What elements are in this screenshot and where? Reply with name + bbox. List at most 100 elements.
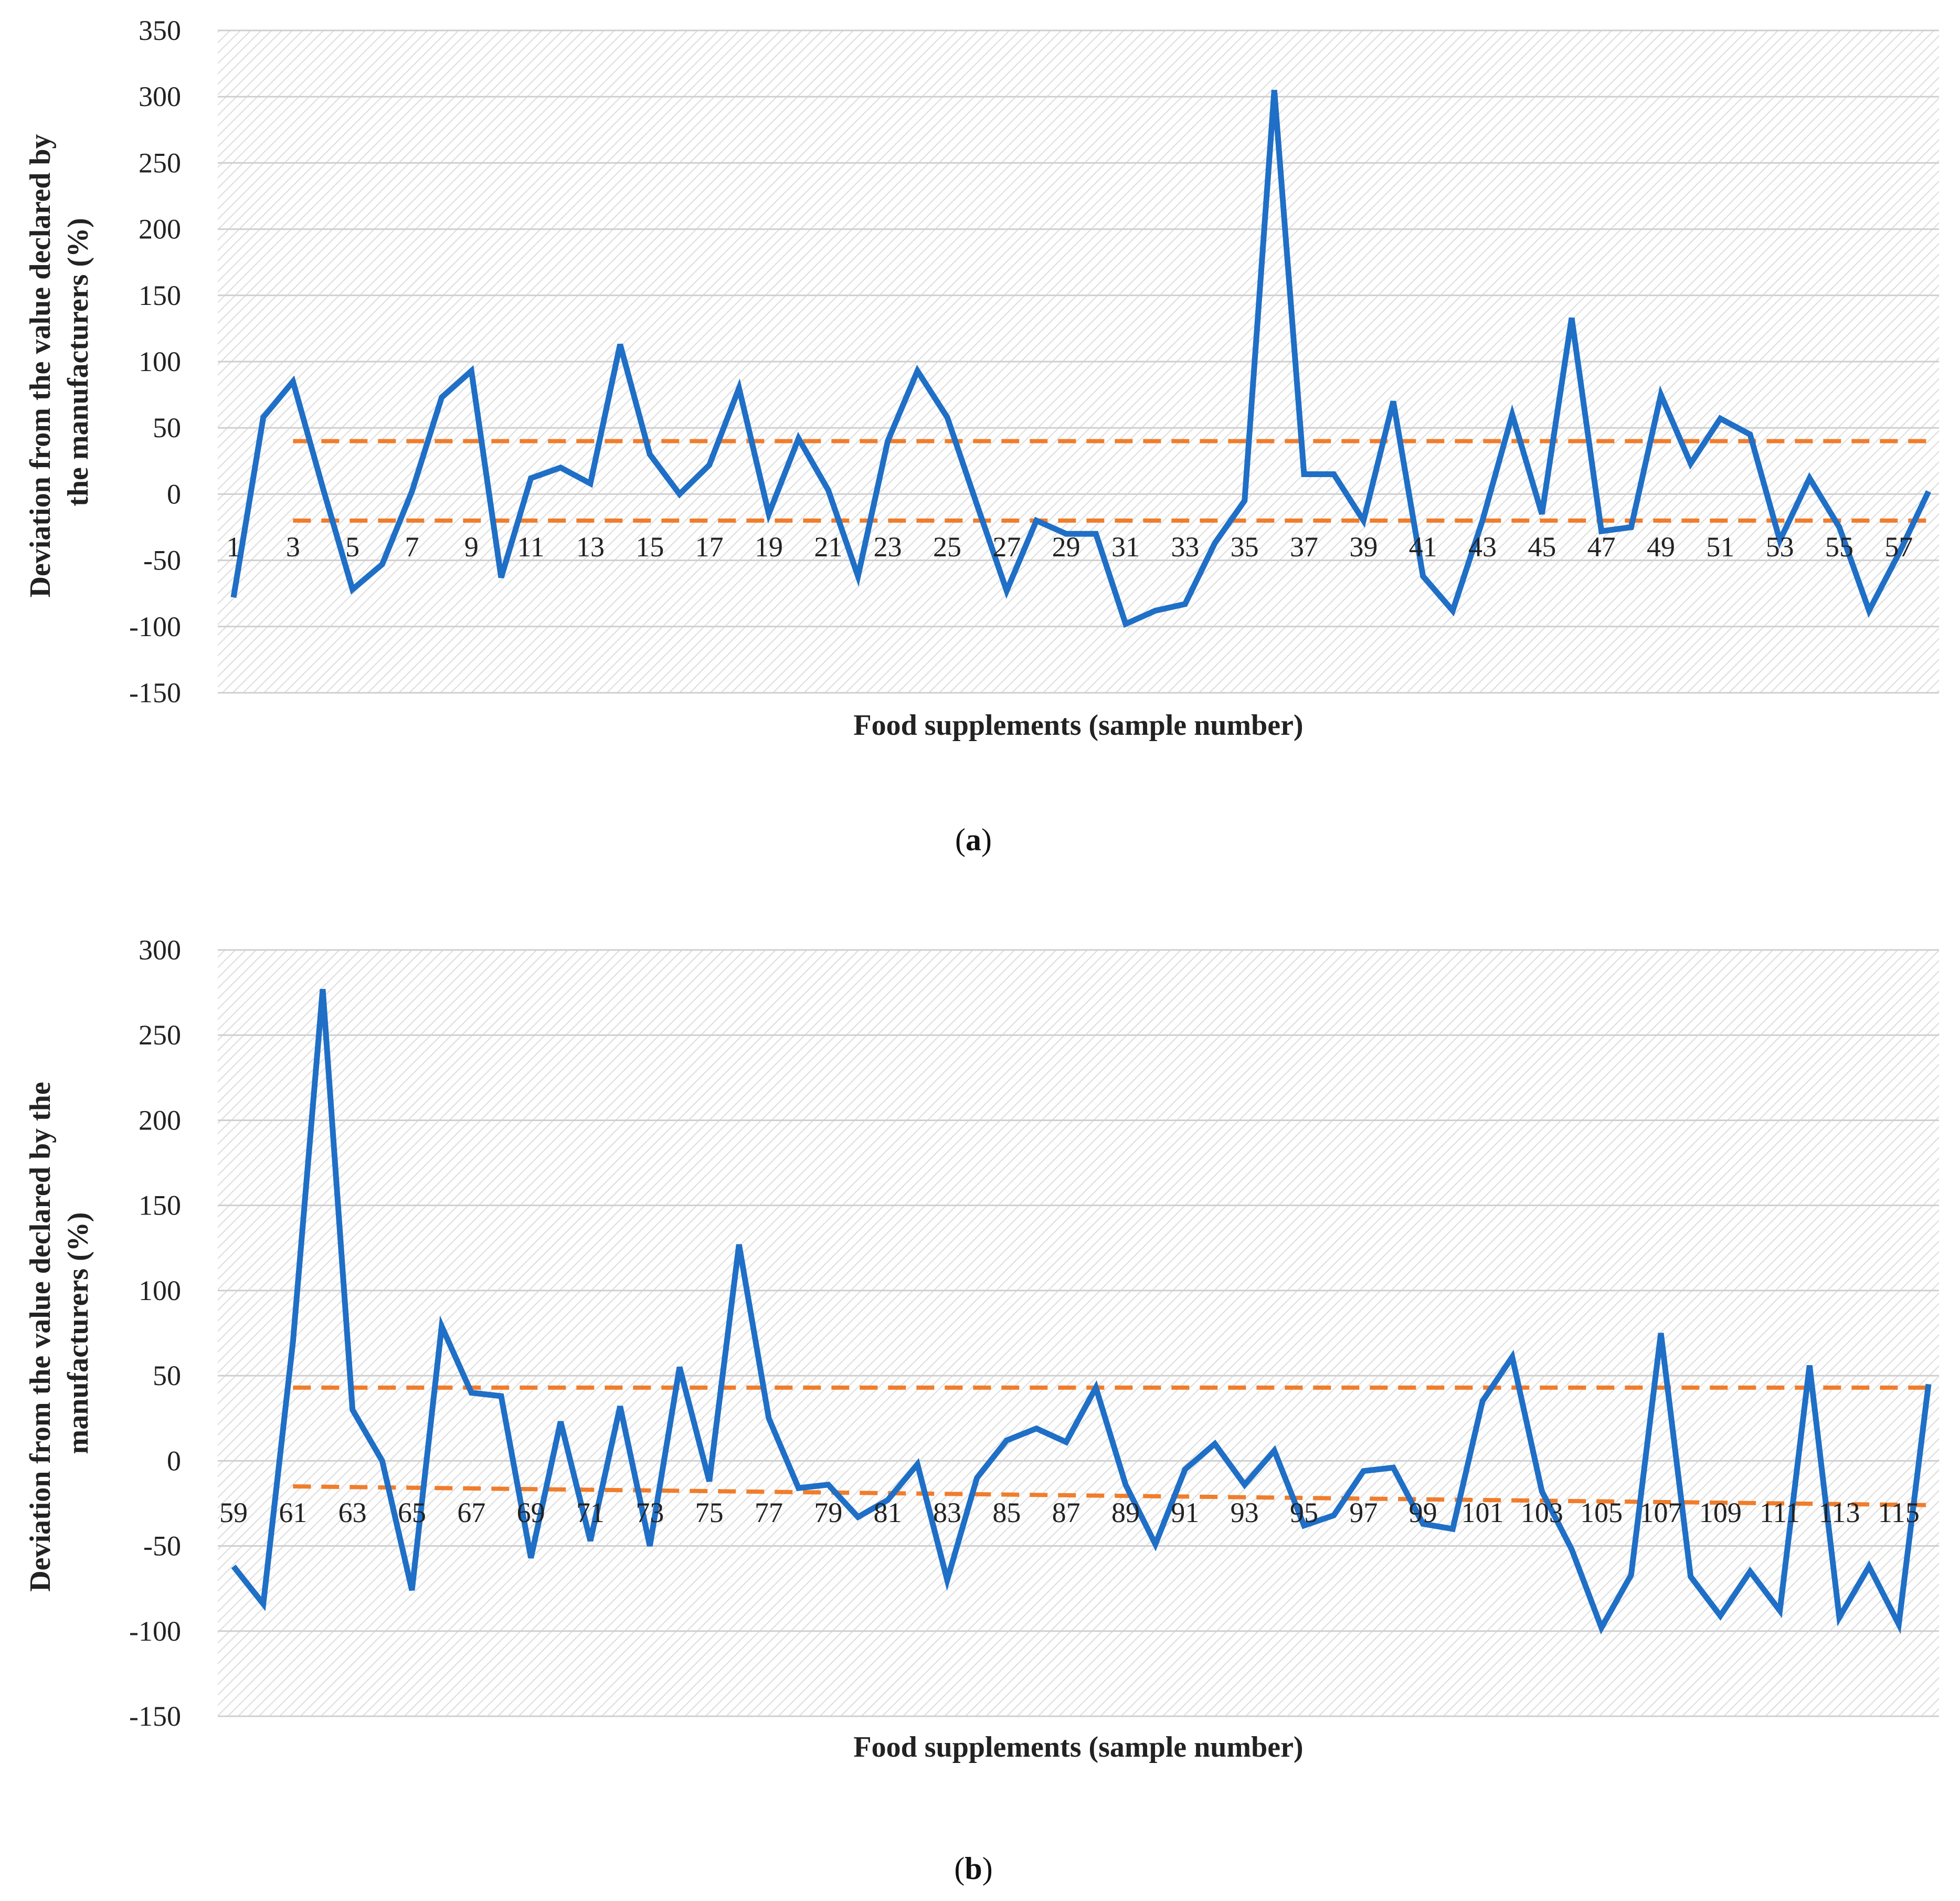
chart-b-x-tick-label: 61 bbox=[279, 1497, 307, 1528]
chart-a-x-tick-label: 9 bbox=[464, 531, 479, 563]
chart-b-x-tick-label: 105 bbox=[1580, 1497, 1623, 1528]
chart-a-x-axis-title: Food supplements (sample number) bbox=[853, 709, 1303, 742]
chart-b-x-tick-label: 113 bbox=[1819, 1497, 1860, 1528]
chart-b-x-tick-label: 95 bbox=[1290, 1497, 1318, 1528]
chart-b-x-tick-label: 115 bbox=[1878, 1497, 1920, 1528]
chart-a-x-tick-label: 45 bbox=[1528, 531, 1556, 563]
chart-b-x-ticks: 59 61 63 65 67 69 71 73 75 77 79 81 83 85 87 89 91 93 95 97… bbox=[219, 1497, 1920, 1528]
chart-b-x-tick-label: 91 bbox=[1171, 1497, 1199, 1528]
chart-b-x-tick-label: 71 bbox=[576, 1497, 605, 1528]
chart-b-x-tick-label: 63 bbox=[338, 1497, 367, 1528]
chart-a-y-tick-label: -150 bbox=[129, 677, 181, 709]
chart-a-x-tick-label: 19 bbox=[755, 531, 783, 563]
chart-b-x-tick-label: 77 bbox=[755, 1497, 783, 1528]
chart-b: 300 250 200 150 100 50 0 -50 -100 -150 59 61 63 65 67… bbox=[24, 934, 1939, 1886]
chart-b-y-axis-title-line-2: manufacturers (%) bbox=[62, 1212, 94, 1454]
chart-a-x-tick-label: 15 bbox=[635, 531, 664, 563]
chart-a-caption: (a) bbox=[955, 822, 992, 857]
chart-b-y-tick-label: -150 bbox=[129, 1701, 181, 1732]
chart-a-x-tick-label: 1 bbox=[227, 531, 241, 563]
chart-b-y-tick-label: -50 bbox=[143, 1530, 181, 1562]
chart-b-y-axis-title-line-1: Deviation from the value declared by the bbox=[24, 1082, 57, 1592]
chart-a-x-tick-label: 21 bbox=[814, 531, 842, 563]
chart-b-y-tick-label: 250 bbox=[139, 1019, 181, 1051]
chart-a-x-tick-label: 41 bbox=[1409, 531, 1437, 563]
chart-a-x-tick-label: 51 bbox=[1706, 531, 1734, 563]
chart-b-x-tick-label: 97 bbox=[1349, 1497, 1378, 1528]
chart-b-y-tick-label: 300 bbox=[139, 934, 181, 966]
chart-b-caption: (b) bbox=[954, 1851, 992, 1886]
chart-a-y-tick-label: -50 bbox=[143, 545, 181, 576]
chart-a-x-tick-label: 11 bbox=[517, 531, 545, 563]
chart-b-x-tick-label: 103 bbox=[1521, 1497, 1563, 1528]
chart-a-x-tick-label: 35 bbox=[1231, 531, 1259, 563]
chart-b-x-tick-label: 65 bbox=[398, 1497, 426, 1528]
chart-a-x-tick-label: 37 bbox=[1290, 531, 1318, 563]
chart-a-series-line bbox=[230, 90, 1931, 628]
chart-b-y-tick-label: 0 bbox=[167, 1445, 181, 1476]
chart-a-y-tick-label: 250 bbox=[139, 147, 181, 178]
chart-a-y-tick-label: -100 bbox=[129, 611, 181, 642]
chart-b-x-tick-label: 111 bbox=[1760, 1497, 1800, 1528]
chart-a-x-tick-label: 31 bbox=[1111, 531, 1140, 563]
chart-b-grid bbox=[218, 949, 1939, 1717]
chart-b-y-tick-label: -100 bbox=[129, 1615, 181, 1647]
chart-b-y-tick-label: 150 bbox=[139, 1190, 181, 1221]
chart-b-x-tick-label: 59 bbox=[219, 1497, 248, 1528]
chart-a-y-tick-label: 50 bbox=[153, 412, 181, 443]
chart-b-y-tick-label: 50 bbox=[153, 1360, 181, 1391]
chart-b-x-tick-label: 73 bbox=[635, 1497, 664, 1528]
chart-a-caption-letter: a bbox=[966, 822, 981, 857]
chart-b-x-tick-label: 93 bbox=[1231, 1497, 1259, 1528]
chart-b-x-tick-label: 79 bbox=[814, 1497, 842, 1528]
chart-a-y-axis-title: Deviation from the value declared by the… bbox=[24, 127, 94, 598]
chart-a-y-tick-label: 350 bbox=[139, 15, 181, 46]
chart-a-x-tick-label: 49 bbox=[1647, 531, 1675, 563]
chart-a-x-ticks: 1 3 5 7 9 11 13 15 17 19 21 23 25 27 29 31 33 35 37 39 41 43 4… bbox=[227, 531, 1913, 563]
chart-a-series bbox=[230, 90, 1931, 628]
chart-a-y-axis-title-line-2: the manufacturers (%) bbox=[62, 218, 94, 506]
chart-b-x-tick-label: 101 bbox=[1461, 1497, 1504, 1528]
chart-b-x-tick-label: 75 bbox=[695, 1497, 724, 1528]
chart-a-x-tick-label: 23 bbox=[874, 531, 902, 563]
chart-a-x-tick-label: 27 bbox=[992, 531, 1021, 563]
chart-a-x-tick-label: 5 bbox=[345, 531, 359, 563]
chart-b-x-axis-title: Food supplements (sample number) bbox=[853, 1731, 1303, 1763]
chart-b-x-tick-label: 99 bbox=[1409, 1497, 1437, 1528]
chart-b-x-tick-label: 87 bbox=[1052, 1497, 1080, 1528]
chart-a-x-tick-label: 29 bbox=[1052, 531, 1080, 563]
chart-a-x-tick-label: 17 bbox=[695, 531, 724, 563]
chart-a-x-tick-label: 39 bbox=[1349, 531, 1378, 563]
chart-a-x-tick-label: 33 bbox=[1171, 531, 1199, 563]
chart-b-series bbox=[231, 989, 1932, 1635]
chart-a-y-tick-label: 150 bbox=[139, 280, 181, 311]
chart-a-x-tick-label: 13 bbox=[576, 531, 605, 563]
chart-b-x-tick-label: 109 bbox=[1699, 1497, 1742, 1528]
chart-b-y-axis-title: Deviation from the value declared by the… bbox=[24, 1074, 94, 1592]
chart-b-lower-limit-line bbox=[293, 1484, 1929, 1507]
chart-a-x-tick-label: 53 bbox=[1766, 531, 1794, 563]
chart-a-x-tick-label: 25 bbox=[933, 531, 961, 563]
chart-b-x-tick-label: 81 bbox=[874, 1497, 902, 1528]
chart-b-x-tick-label: 107 bbox=[1640, 1497, 1682, 1528]
chart-a-x-tick-label: 55 bbox=[1825, 531, 1853, 563]
chart-b-y-ticks: 300 250 200 150 100 50 0 -50 -100 -150 bbox=[129, 934, 181, 1732]
chart-a-x-tick-label: 43 bbox=[1468, 531, 1497, 563]
chart-b-x-tick-label: 69 bbox=[517, 1497, 545, 1528]
chart-b-y-tick-label: 100 bbox=[139, 1275, 181, 1306]
chart-b-x-tick-label: 85 bbox=[992, 1497, 1021, 1528]
chart-a-y-tick-label: 200 bbox=[139, 214, 181, 245]
chart-a-x-tick-label: 7 bbox=[405, 531, 419, 563]
chart-a-x-tick-label: 47 bbox=[1587, 531, 1616, 563]
chart-b-caption-letter: b bbox=[965, 1851, 982, 1886]
chart-a-y-ticks: 350 300 250 200 150 100 50 0 -50 -100 -150 bbox=[129, 15, 181, 709]
chart-a-y-tick-label: 100 bbox=[139, 346, 181, 377]
chart-b-x-tick-label: 89 bbox=[1111, 1497, 1140, 1528]
chart-b-series-line bbox=[231, 989, 1932, 1635]
chart-b-x-tick-label: 83 bbox=[933, 1497, 961, 1528]
chart-a-y-axis-title-line-1: Deviation from the value declared by bbox=[24, 134, 57, 598]
chart-a-y-tick-label: 0 bbox=[167, 478, 181, 510]
chart-b-plot-area bbox=[218, 950, 1939, 1716]
chart-a-reference-lines bbox=[293, 439, 1929, 523]
